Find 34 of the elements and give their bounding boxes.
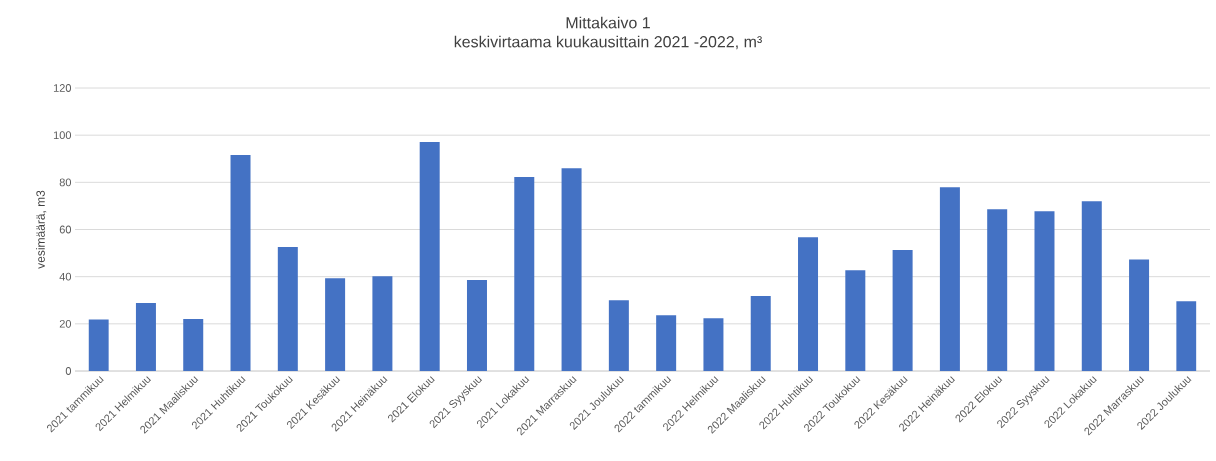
bar <box>372 276 393 371</box>
bar <box>561 168 582 371</box>
y-tick-label: 120 <box>53 84 72 92</box>
chart-title: Mittakaivo 1 <box>566 16 650 29</box>
bar <box>845 270 866 371</box>
bar <box>1034 211 1055 371</box>
y-tick-label: 80 <box>59 178 72 187</box>
y-tick-label: 40 <box>59 272 72 281</box>
y-axis-title: vesimäärä, m3 <box>36 190 47 269</box>
bar <box>88 319 109 371</box>
bar <box>466 279 487 371</box>
bar <box>798 237 819 371</box>
bar <box>135 303 156 371</box>
bar <box>1176 301 1197 371</box>
bar <box>892 250 913 371</box>
bar <box>703 318 724 371</box>
bar <box>325 278 346 371</box>
bar <box>277 246 298 371</box>
bar <box>419 142 440 371</box>
chart-subtitle: keskivirtaama kuukausittain 2021 -2022, m³ <box>454 35 762 50</box>
bar <box>1129 259 1150 371</box>
bar <box>514 176 535 371</box>
bar <box>1081 201 1102 371</box>
y-tick-label: 0 <box>65 367 72 375</box>
y-tick-label: 20 <box>59 319 72 328</box>
y-tick-label: 60 <box>59 225 72 234</box>
y-tick-label: 100 <box>53 131 72 140</box>
bar <box>987 209 1008 371</box>
bar <box>656 315 677 371</box>
bar <box>230 154 251 371</box>
bar <box>608 300 629 371</box>
bar <box>183 318 204 371</box>
bar <box>750 296 771 371</box>
bar <box>939 187 960 371</box>
